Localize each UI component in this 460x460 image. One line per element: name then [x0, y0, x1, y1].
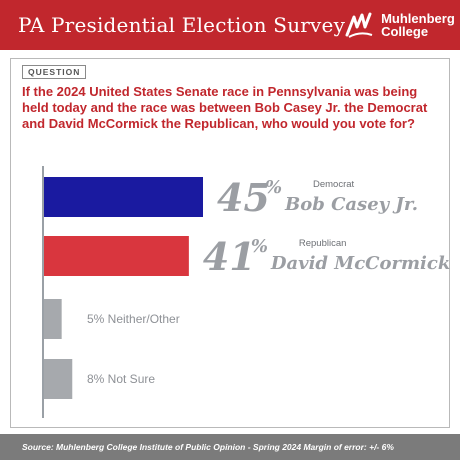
bar-3: [44, 359, 73, 399]
muhlenberg-logo-icon: [345, 12, 373, 38]
percent-sign-1: %: [251, 236, 268, 257]
party-label-0: Democrat: [313, 179, 355, 190]
question-tag: QUESTION: [22, 65, 87, 79]
source-footer: Source: Muhlenberg College Institute of …: [0, 434, 460, 460]
college-logo: Muhlenberg College: [345, 11, 455, 39]
category-label-3: 8% Not Sure: [87, 372, 155, 386]
bar-1: [44, 236, 189, 276]
bar-2: [44, 299, 62, 339]
candidate-label-1: David McCormick: [270, 253, 450, 274]
logo-text: Muhlenberg College: [381, 12, 455, 38]
party-label-1: Republican: [299, 238, 347, 249]
question-text: If the 2024 United States Senate race in…: [22, 84, 428, 131]
logo-line-1: Muhlenberg: [381, 11, 455, 26]
value-label-0: 45: [217, 175, 270, 220]
candidate-label-0: Bob Casey Jr.: [284, 194, 418, 215]
category-label-2: 5% Neither/Other: [87, 312, 180, 326]
chart-axis: [42, 166, 44, 418]
logo-line-2: College: [381, 24, 429, 39]
value-label-1: 41: [203, 234, 256, 279]
bar-0: [44, 177, 203, 217]
header-bar: PA Presidential Election Survey Muhlenbe…: [0, 0, 460, 50]
page-title: PA Presidential Election Survey: [18, 13, 346, 37]
percent-sign-0: %: [265, 177, 282, 198]
